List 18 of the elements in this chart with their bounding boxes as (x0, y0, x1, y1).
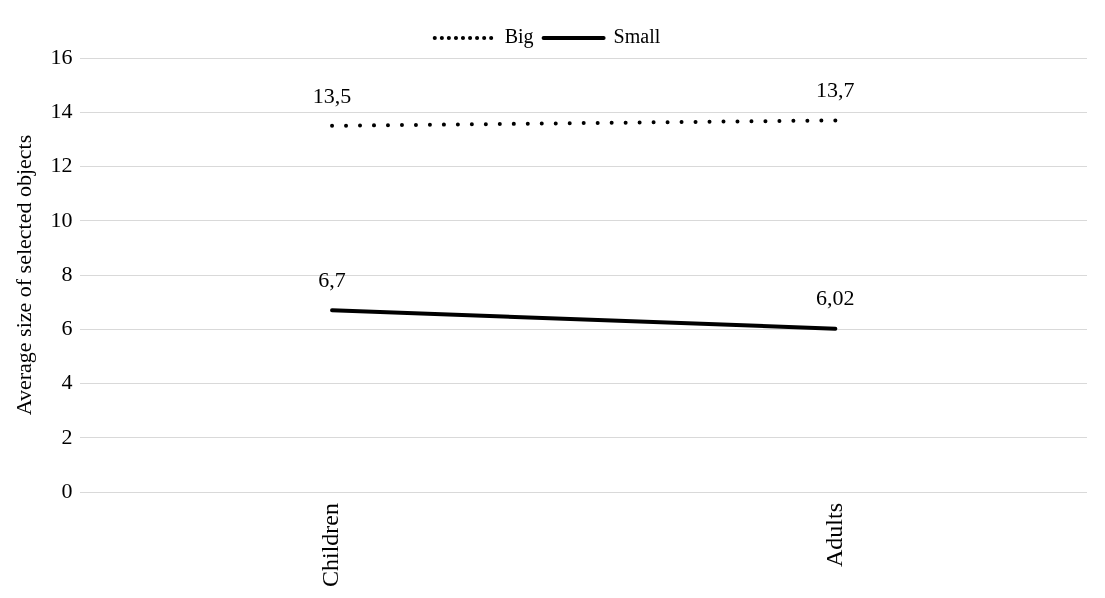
y-tick-label: 14 (50, 98, 73, 124)
y-tick-label: 2 (61, 423, 73, 449)
y-tick-label: 6 (61, 315, 73, 341)
x-tick-label: Adults (820, 503, 847, 568)
data-label: 13,5 (312, 82, 352, 108)
y-tick-label: 16 (50, 43, 73, 69)
legend-label: Big (504, 25, 534, 49)
legend-label: Small (613, 25, 661, 48)
y-tick-label: 10 (50, 206, 73, 232)
data-label: 13,7 (816, 77, 855, 103)
y-tick-label: 12 (50, 152, 73, 178)
y-tick-label: 0 (61, 477, 73, 503)
y-tick-label: 4 (61, 369, 73, 395)
x-tick-label: Children (317, 503, 344, 588)
y-tick-label: 8 (61, 260, 73, 286)
data-label: 6,02 (816, 285, 855, 311)
data-label: 6,7 (318, 267, 346, 293)
y-axis-title: Average size of selected objects (10, 134, 36, 416)
